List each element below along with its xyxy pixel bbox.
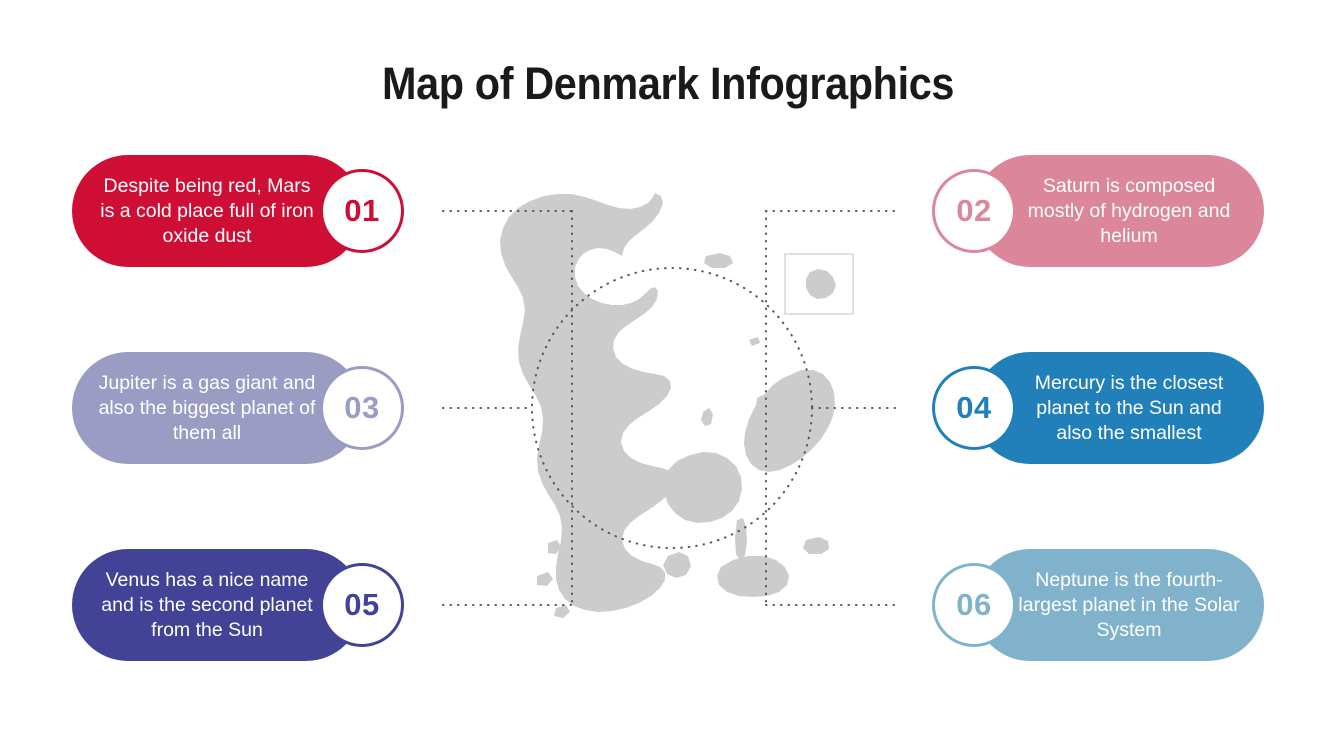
info-pill-04[interactable]: Mercury is the closest planet to the Sun… — [974, 352, 1264, 464]
number-badge-04[interactable]: 04 — [932, 366, 1016, 450]
info-card-05[interactable]: Venus has a nice name and is the second … — [72, 549, 438, 661]
number-badge-01[interactable]: 01 — [320, 169, 404, 253]
info-pill-05[interactable]: Venus has a nice name and is the second … — [72, 549, 362, 661]
number-label-04: 04 — [956, 390, 992, 425]
number-badge-06[interactable]: 06 — [932, 563, 1016, 647]
number-label-01: 01 — [344, 193, 380, 228]
info-card-01[interactable]: Despite being red, Mars is a cold place … — [72, 155, 438, 267]
info-pill-02[interactable]: Saturn is composed mostly of hydrogen an… — [974, 155, 1264, 267]
info-text-01: Despite being red, Mars is a cold place … — [100, 174, 314, 247]
bornholm-inset — [784, 253, 854, 315]
info-pill-03[interactable]: Jupiter is a gas giant and also the bigg… — [72, 352, 362, 464]
page-title: Map of Denmark Infographics — [381, 58, 955, 109]
info-pill-06[interactable]: Neptune is the fourth-largest planet in … — [974, 549, 1264, 661]
map-guides — [441, 209, 901, 607]
info-card-03[interactable]: Jupiter is a gas giant and also the bigg… — [72, 352, 438, 464]
info-text-03: Jupiter is a gas giant and also the bigg… — [98, 371, 316, 444]
number-label-05: 05 — [344, 587, 380, 622]
info-text-04: Mercury is the closest planet to the Sun… — [1034, 371, 1224, 444]
info-text-02: Saturn is composed mostly of hydrogen an… — [1027, 174, 1231, 247]
number-label-03: 03 — [344, 390, 380, 425]
info-card-02[interactable]: Saturn is composed mostly of hydrogen an… — [898, 155, 1264, 267]
number-badge-02[interactable]: 02 — [932, 169, 1016, 253]
denmark-silhouette — [500, 193, 835, 618]
info-text-05: Venus has a nice name and is the second … — [101, 568, 313, 641]
number-badge-05[interactable]: 05 — [320, 563, 404, 647]
number-badge-03[interactable]: 03 — [320, 366, 404, 450]
info-pill-01[interactable]: Despite being red, Mars is a cold place … — [72, 155, 362, 267]
info-text-06: Neptune is the fourth-largest planet in … — [1018, 568, 1240, 641]
number-label-06: 06 — [956, 587, 992, 622]
number-label-02: 02 — [956, 193, 992, 228]
info-card-06[interactable]: Neptune is the fourth-largest planet in … — [898, 549, 1264, 661]
info-card-04[interactable]: Mercury is the closest planet to the Sun… — [898, 352, 1264, 464]
